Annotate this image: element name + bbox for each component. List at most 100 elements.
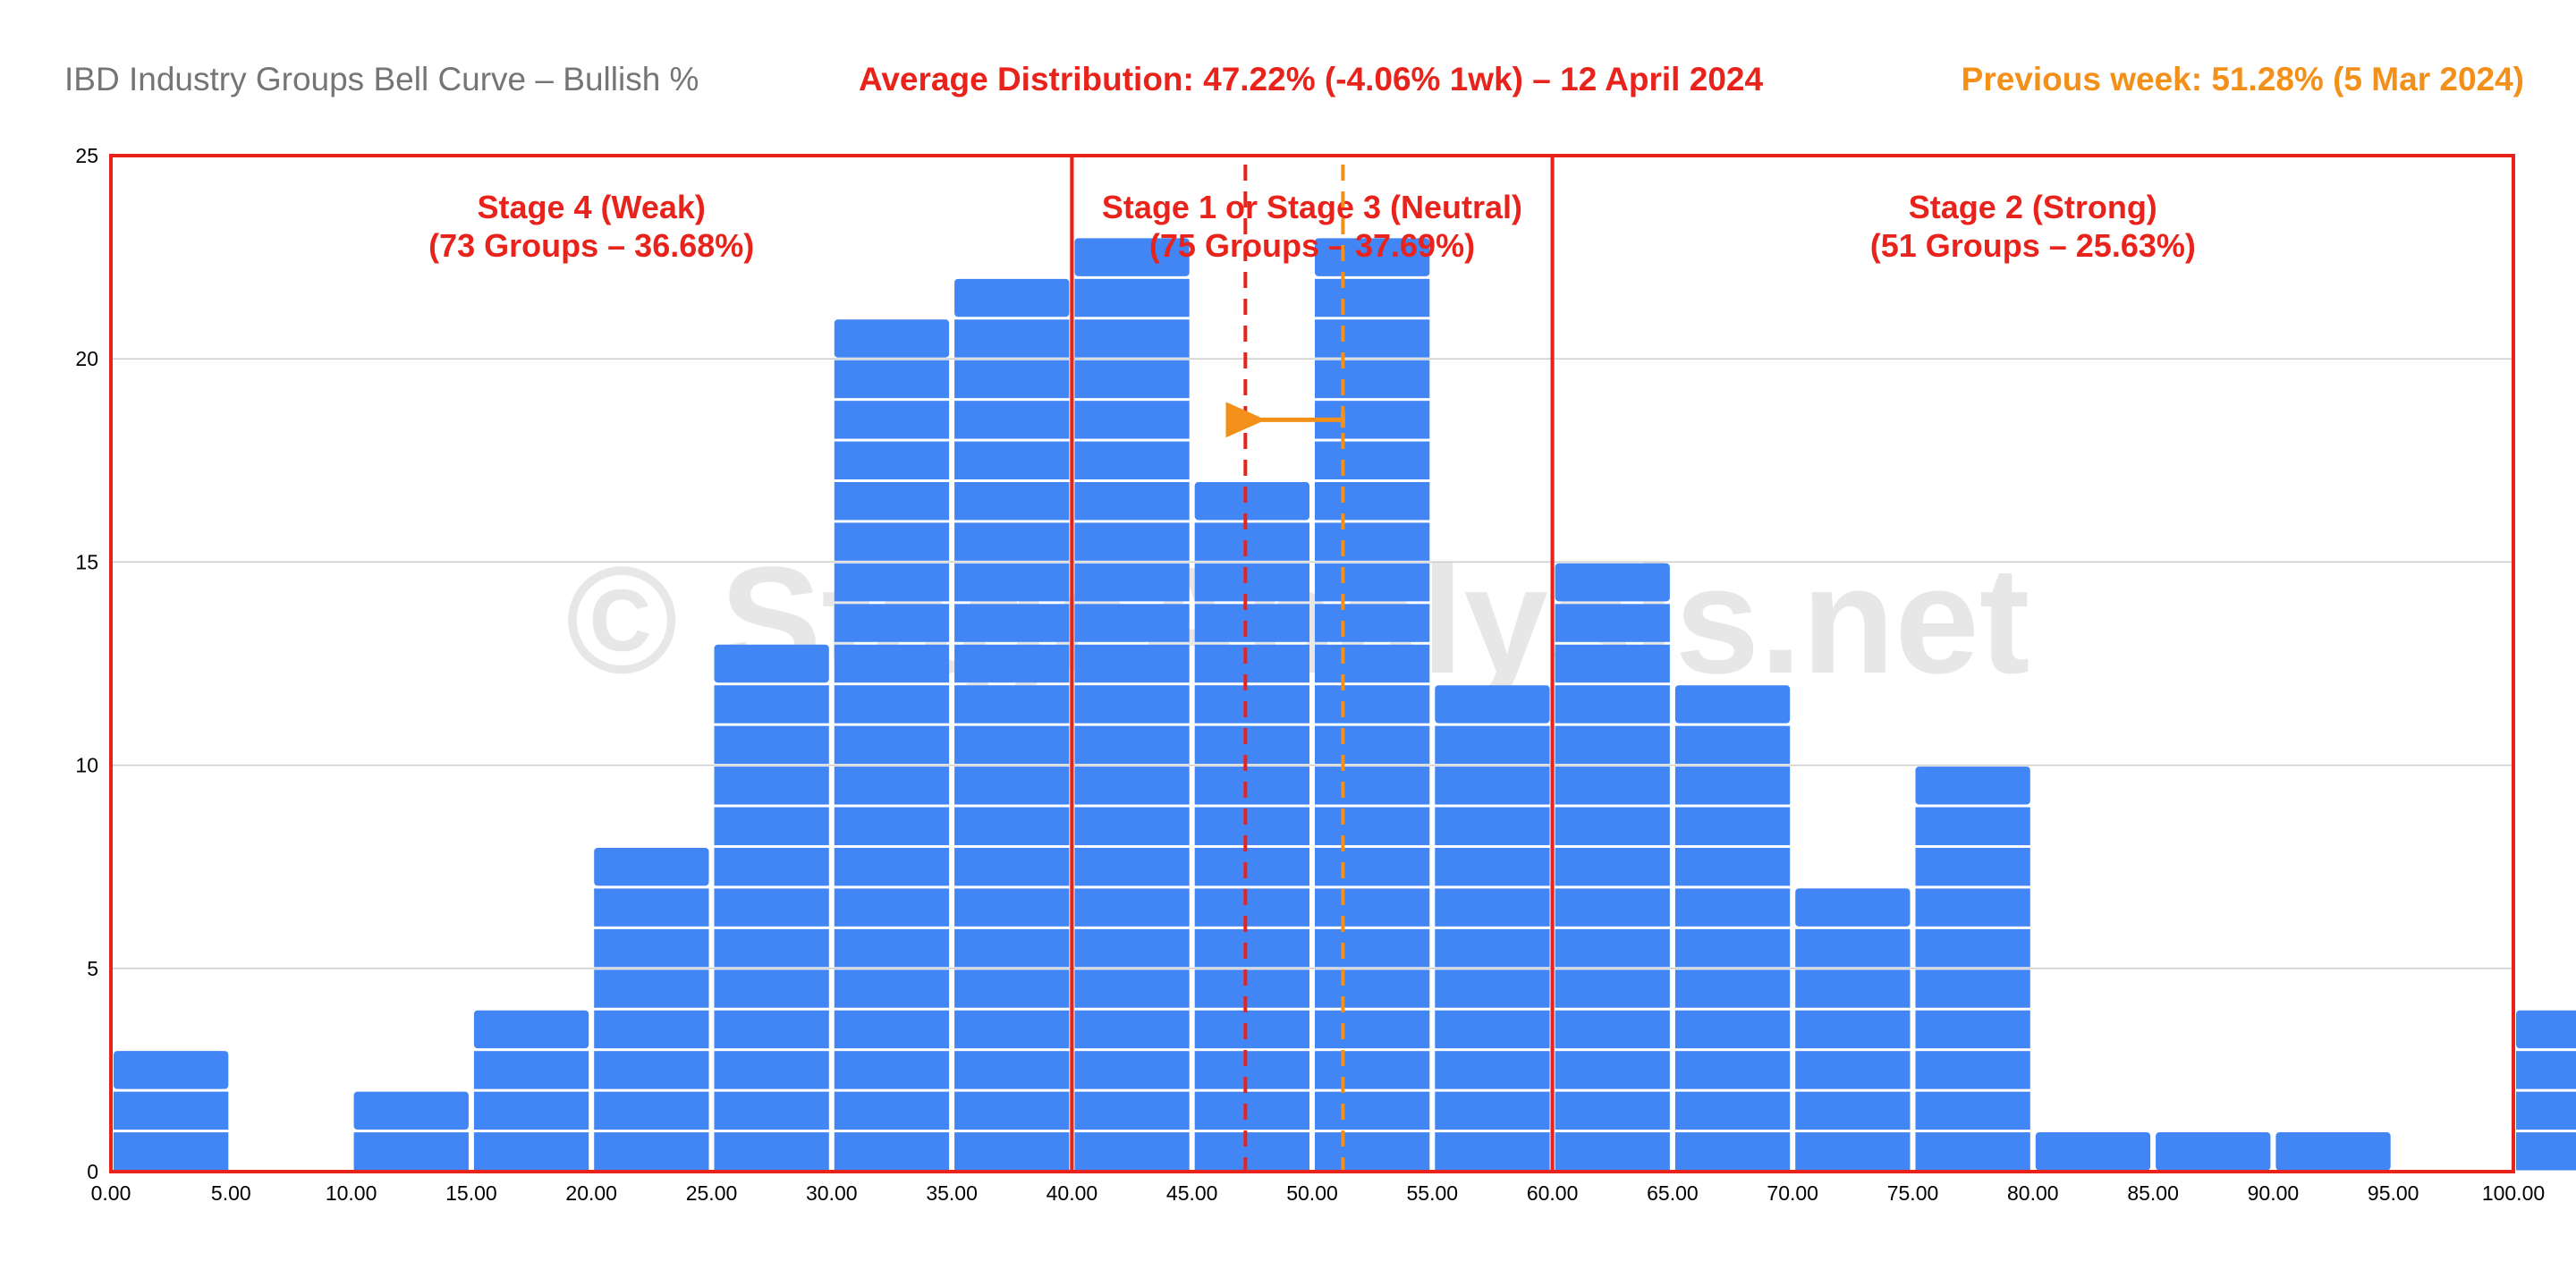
bar-unit	[1674, 969, 1791, 1008]
bar-unit	[1074, 319, 1190, 358]
bar-unit	[1555, 563, 1670, 602]
x-tick-label: 35.00	[926, 1181, 978, 1205]
y-tick-label: 5	[87, 957, 98, 980]
bar-unit	[473, 1051, 589, 1089]
bar-unit	[2156, 1132, 2271, 1171]
bar-unit	[1315, 725, 1430, 765]
bar-unit	[1435, 1010, 1550, 1049]
bar-unit	[834, 725, 950, 765]
bar-unit	[2035, 1132, 2151, 1171]
bar-unit	[1074, 928, 1190, 968]
bar-unit	[1915, 807, 2030, 845]
bar	[594, 847, 709, 1171]
bar-unit	[1555, 1051, 1670, 1089]
bar-unit	[1074, 1010, 1190, 1049]
bar-unit	[954, 1051, 1070, 1089]
bar-unit	[954, 1010, 1070, 1049]
bar-unit	[834, 766, 950, 805]
bar-unit	[1315, 482, 1430, 521]
bar-unit	[714, 644, 829, 683]
bar-unit	[1074, 522, 1190, 561]
bar-unit	[2516, 1010, 2576, 1049]
bar-unit	[1674, 725, 1791, 765]
bar-unit	[1315, 644, 1430, 683]
bar-unit	[1315, 360, 1430, 399]
bar	[2035, 1132, 2151, 1171]
bar-unit	[1795, 1010, 1911, 1049]
bar	[1795, 888, 1911, 1171]
bar-unit	[1555, 685, 1670, 724]
bar-unit	[1555, 766, 1670, 805]
bar	[714, 644, 829, 1171]
bar-unit	[594, 1051, 709, 1089]
bar	[2156, 1132, 2271, 1171]
bar-unit	[714, 888, 829, 927]
bar-unit	[834, 319, 950, 358]
bar-unit	[954, 441, 1070, 480]
bar-unit	[834, 807, 950, 845]
x-tick-label: 20.00	[565, 1181, 617, 1205]
bar-unit	[954, 847, 1070, 886]
stage-label: Stage 2 (Strong)	[1909, 189, 2157, 225]
bar-unit	[1194, 725, 1309, 765]
bar-unit	[594, 847, 709, 886]
chart-title: IBD Industry Groups Bell Curve – Bullish…	[64, 61, 699, 97]
bar-unit	[594, 1091, 709, 1130]
bar-unit	[2516, 1091, 2576, 1130]
x-tick-label: 90.00	[2248, 1181, 2300, 1205]
bar-unit	[954, 888, 1070, 927]
bar	[1194, 482, 1309, 1171]
bar-unit	[1555, 725, 1670, 765]
x-tick-label: 45.00	[1166, 1181, 1218, 1205]
bar-unit	[954, 401, 1070, 439]
x-tick-label: 80.00	[2007, 1181, 2059, 1205]
bar-unit	[2275, 1132, 2391, 1171]
bar-unit	[1074, 1132, 1190, 1171]
bar-unit	[1074, 482, 1190, 521]
previous-week-label: Previous week: 51.28% (5 Mar 2024)	[1961, 61, 2524, 97]
bar-unit	[1315, 766, 1430, 805]
bar-unit	[954, 766, 1070, 805]
bar-unit	[1674, 685, 1791, 724]
bar-unit	[954, 278, 1070, 318]
bar-unit	[1555, 644, 1670, 683]
bar-unit	[834, 969, 950, 1008]
bar-unit	[594, 928, 709, 968]
bar-unit	[1915, 847, 2030, 886]
bar-unit	[594, 1010, 709, 1049]
bar-unit	[1674, 1132, 1791, 1171]
bar-unit	[1315, 928, 1430, 968]
bar-unit	[714, 725, 829, 765]
bar-unit	[1555, 604, 1670, 642]
bar-unit	[954, 604, 1070, 642]
bar	[1074, 238, 1190, 1171]
bar-unit	[1194, 1051, 1309, 1089]
bar-unit	[1315, 441, 1430, 480]
bar-unit	[1795, 888, 1911, 927]
bar-unit	[1435, 888, 1550, 927]
bar-unit	[473, 1091, 589, 1130]
bar-unit	[714, 1132, 829, 1171]
bar-unit	[1555, 1091, 1670, 1130]
y-tick-label: 15	[75, 550, 98, 573]
bar-unit	[954, 725, 1070, 765]
bar-unit	[954, 969, 1070, 1008]
bar	[473, 1010, 589, 1171]
bar-unit	[1795, 928, 1911, 968]
bar-unit	[1194, 482, 1309, 521]
average-distribution-label: Average Distribution: 47.22% (-4.06% 1wk…	[859, 61, 1764, 97]
bar	[834, 319, 950, 1171]
bar-unit	[1555, 888, 1670, 927]
bar-unit	[1555, 1132, 1670, 1171]
bar-unit	[1915, 1091, 2030, 1130]
bar-unit	[353, 1091, 469, 1130]
bar-unit	[834, 1091, 950, 1130]
bar-unit	[594, 888, 709, 927]
stage-count-label: (75 Groups – 37.69%)	[1149, 227, 1475, 264]
bar-unit	[1915, 766, 2030, 805]
bar-unit	[954, 1132, 1070, 1171]
bar-unit	[1315, 278, 1430, 318]
bar-unit	[1915, 969, 2030, 1008]
bar-unit	[1315, 888, 1430, 927]
